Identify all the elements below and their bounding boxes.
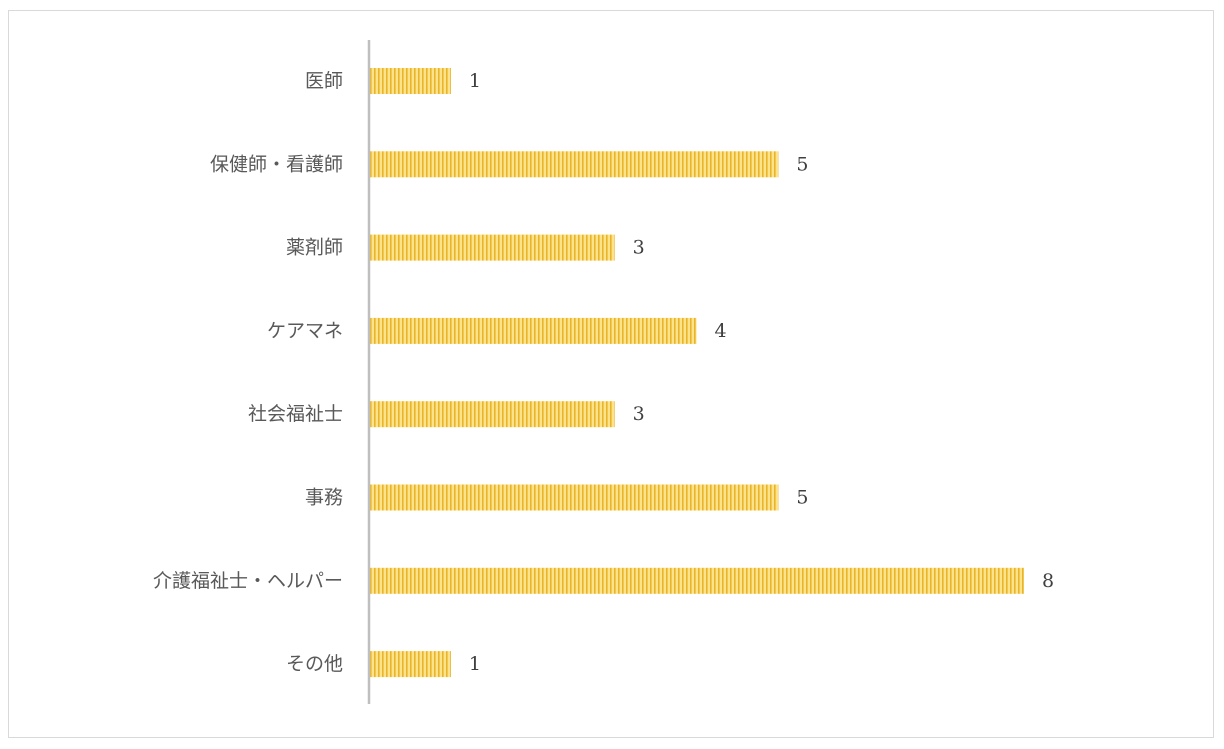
bar <box>369 651 451 678</box>
category-label: 薬剤師 <box>286 237 343 259</box>
data-label: 4 <box>715 320 727 342</box>
bar <box>369 401 615 428</box>
data-label: 5 <box>796 487 808 509</box>
bar <box>369 317 697 344</box>
value-labels: 1 5 3 4 3 5 8 1 <box>469 70 1054 675</box>
data-label: 1 <box>469 653 481 675</box>
category-label: 医師 <box>305 70 343 92</box>
bar <box>369 484 779 511</box>
bar <box>369 68 451 94</box>
bars-layer <box>369 68 1024 678</box>
category-label: 保健師・看護師 <box>210 153 343 175</box>
category-label: 事務 <box>305 487 343 509</box>
data-label: 3 <box>633 403 645 425</box>
chart-frame <box>8 10 1214 738</box>
category-label: 介護福祉士・ヘルパー <box>153 570 343 592</box>
data-label: 5 <box>796 153 808 175</box>
category-label: 社会福祉士 <box>248 403 343 425</box>
bar <box>369 234 615 261</box>
data-label: 1 <box>469 70 481 92</box>
bar <box>369 151 779 178</box>
category-label: ケアマネ <box>267 320 343 342</box>
data-label: 8 <box>1042 570 1054 592</box>
bar <box>369 567 1024 594</box>
data-label: 3 <box>633 237 645 259</box>
category-label: その他 <box>286 653 343 675</box>
